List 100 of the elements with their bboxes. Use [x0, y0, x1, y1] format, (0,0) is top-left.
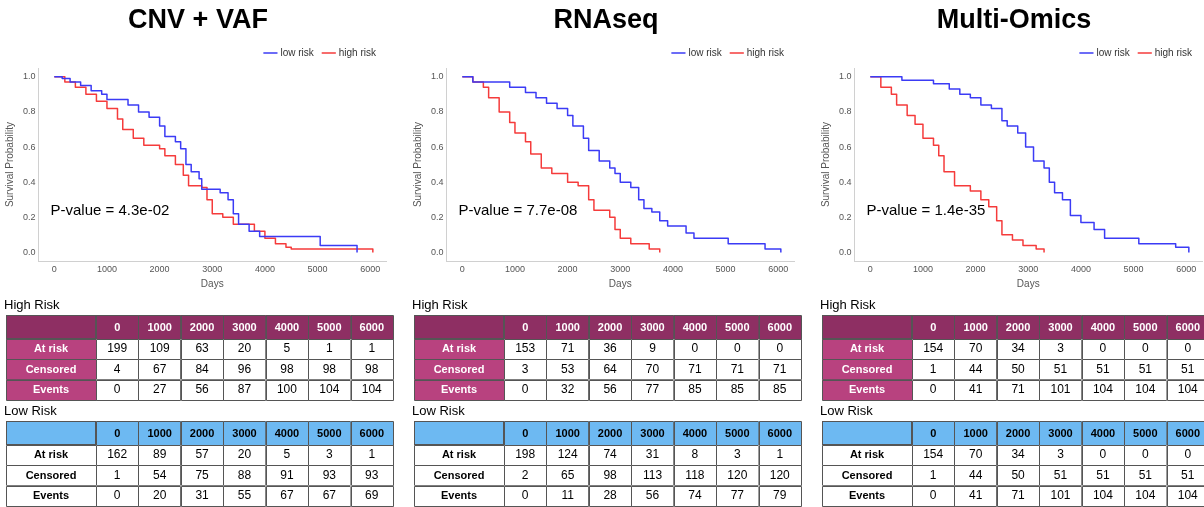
data-label: 98	[365, 361, 379, 376]
data-label: 51	[1053, 361, 1068, 376]
y-tick-label: 0.2	[839, 211, 852, 222]
data-label: 0	[1142, 447, 1150, 462]
y-tick-label: 1.0	[431, 71, 444, 82]
x-tick-label: 4000	[274, 321, 300, 334]
data-label: 98	[322, 361, 337, 376]
y-tick-label: Censored	[841, 362, 893, 375]
data-label: 1	[929, 467, 937, 482]
data-label: 104	[1177, 382, 1199, 397]
x-tick-label: 1000	[963, 427, 988, 440]
data-label: 51	[1053, 467, 1068, 482]
data-label: 74	[688, 488, 702, 503]
x-tick-label: 2000	[965, 264, 986, 275]
x-tick-label: 5000	[317, 321, 342, 334]
x-tick-label: 6000	[359, 321, 385, 334]
data-label: 0	[1184, 341, 1192, 356]
y-tick-label: 0.6	[431, 141, 444, 152]
x-tick-label: 2000	[557, 264, 578, 275]
data-label: 51	[1138, 467, 1153, 482]
data-label: 65	[560, 467, 575, 482]
y-tick-label: At risk	[33, 448, 69, 461]
x-tick-label: 5000	[317, 427, 342, 440]
x-tick-label: 2000	[1005, 427, 1031, 440]
data-label: 3	[521, 361, 529, 376]
data-label: 20	[152, 488, 167, 503]
data-label: 93	[322, 467, 337, 482]
data-label: 70	[968, 447, 983, 462]
data-label: 55	[237, 488, 252, 503]
data-label: 67	[152, 361, 167, 376]
data-label: 109	[149, 341, 170, 356]
chart-title: High Risk	[4, 296, 61, 314]
data-label: 199	[107, 341, 128, 356]
data-label: 1	[368, 447, 376, 462]
data-label: 3	[1057, 447, 1065, 462]
x-tick-label: 2000	[189, 427, 215, 440]
legend-label: high risk	[338, 46, 377, 58]
data-label: 104	[1092, 488, 1114, 503]
data-label: 44	[968, 361, 983, 376]
y-tick-label: 1.0	[23, 71, 36, 82]
data-label: 67	[322, 488, 337, 503]
x-tick-label: 3000	[640, 427, 665, 440]
data-label: 50	[1011, 361, 1026, 376]
x-axis-title: Days	[1016, 277, 1040, 289]
chart-title: Low Risk	[820, 402, 874, 420]
data-label: 98	[603, 467, 618, 482]
x-tick-label: 4000	[1090, 427, 1116, 440]
data-label: 154	[923, 341, 944, 356]
data-label: 1	[776, 447, 784, 462]
x-axis-title: Days	[200, 277, 224, 289]
data-label: 20	[237, 447, 252, 462]
x-tick-label: 0	[114, 321, 121, 334]
data-label: 34	[1011, 447, 1026, 462]
y-tick-label: 0.6	[23, 141, 36, 152]
x-tick-label: 1000	[504, 264, 525, 275]
x-tick-label: 3000	[202, 264, 223, 275]
legend-label: high risk	[746, 46, 785, 58]
x-tick-label: 6000	[1175, 427, 1201, 440]
x-tick-label: 2000	[149, 264, 170, 275]
data-label: 74	[603, 447, 618, 462]
chart-title: Low Risk	[4, 402, 58, 420]
data-label: 0	[1184, 447, 1192, 462]
data-label: 50	[1011, 467, 1026, 482]
x-tick-label: 1000	[912, 264, 933, 275]
data-label: 2	[521, 467, 529, 482]
data-label: 0	[929, 488, 937, 503]
y-tick-label: 0.4	[839, 176, 852, 187]
data-label: 1	[929, 361, 937, 376]
data-label: 104	[361, 382, 383, 397]
data-label: 64	[603, 361, 618, 376]
data-label: 4	[113, 361, 121, 376]
x-tick-label: 4000	[662, 264, 683, 275]
data-label: 104	[1092, 382, 1114, 397]
data-label: 3	[734, 447, 742, 462]
data-label: 70	[645, 361, 660, 376]
y-tick-label: 0.0	[839, 246, 852, 257]
x-tick-label: 4000	[682, 321, 708, 334]
legend-label: high risk	[1154, 46, 1193, 58]
x-tick-label: 5000	[1133, 321, 1158, 334]
data-label: 0	[521, 488, 529, 503]
legend-label: low risk	[1096, 46, 1131, 58]
x-tick-label: 5000	[307, 264, 328, 275]
x-tick-label: 0	[522, 427, 529, 440]
x-tick-label: 3000	[232, 427, 257, 440]
x-tick-label: 3000	[1018, 264, 1039, 275]
data-label: 28	[603, 488, 618, 503]
data-label: 71	[560, 341, 575, 356]
data-label: 85	[730, 382, 745, 397]
data-label: 89	[152, 447, 167, 462]
data-label: 57	[195, 447, 210, 462]
data-label: 56	[195, 382, 210, 397]
x-tick-label: 1000	[555, 321, 580, 334]
data-label: 0	[1099, 447, 1107, 462]
data-label: 0	[691, 341, 699, 356]
data-label: 9	[649, 341, 657, 356]
x-tick-label: 1000	[147, 427, 172, 440]
x-tick-label: 4000	[1090, 321, 1116, 334]
data-label: 71	[730, 361, 745, 376]
x-tick-label: 5000	[1123, 264, 1144, 275]
x-tick-label: 2000	[189, 321, 215, 334]
